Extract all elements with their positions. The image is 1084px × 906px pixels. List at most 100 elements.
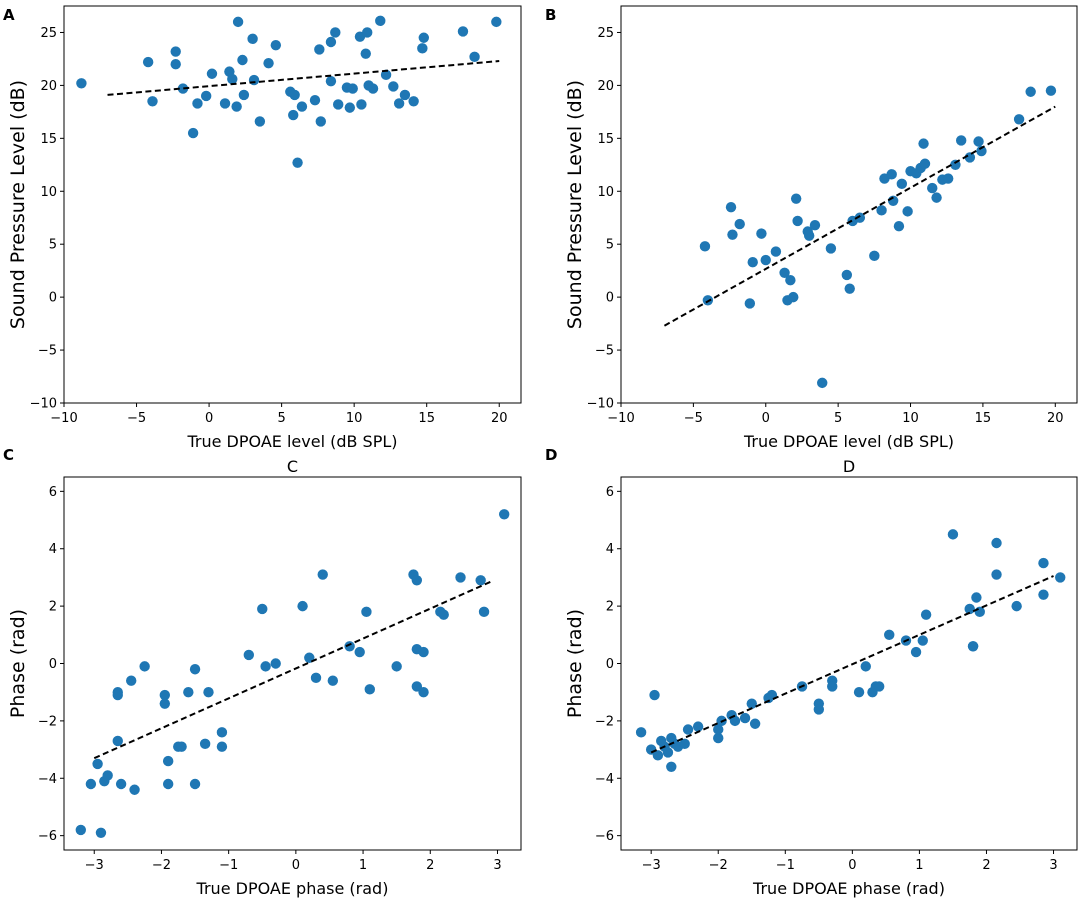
x-tick-label: −10 (50, 411, 77, 426)
data-point (260, 661, 271, 672)
data-point (408, 96, 419, 107)
data-point (399, 89, 411, 101)
data-point (192, 98, 203, 109)
data-point (682, 724, 694, 735)
fit-line (650, 575, 1054, 754)
y-tick-label: 2 (606, 600, 614, 615)
data-point (1011, 600, 1022, 612)
data-point (347, 83, 358, 94)
data-point (200, 90, 212, 102)
x-axis-label: True DPOAE level (dB SPL) (186, 432, 397, 451)
data-point (356, 99, 367, 110)
data-point (679, 738, 690, 750)
x-tick-label: 10 (902, 411, 919, 426)
data-point (142, 56, 154, 68)
x-tick-label: 1 (915, 858, 923, 873)
data-point (827, 681, 838, 692)
data-point (942, 173, 954, 184)
data-point (112, 689, 123, 701)
data-point (232, 16, 244, 28)
x-tick-label: −2 (152, 858, 171, 873)
x-tick-label: −1 (776, 858, 795, 873)
fit-line (107, 60, 500, 96)
y-tick-label: −4 (38, 772, 57, 787)
x-tick-label: 1 (359, 858, 367, 873)
data-point (491, 16, 502, 28)
data-point (809, 219, 821, 231)
y-tick-label: −5 (38, 344, 57, 359)
data-point (296, 101, 308, 112)
data-point (635, 727, 647, 738)
data-point (263, 57, 274, 69)
panel-D: D D −3 −2 −1 0 1 2 3 −6 −4 −2 0 2 4 6 True DPOAE phase (… (545, 446, 1078, 898)
x-tick-label: 0 (205, 411, 213, 426)
data-point (126, 675, 137, 686)
data-point (947, 529, 959, 540)
data-point (976, 145, 987, 157)
data-point (927, 182, 938, 194)
data-point (203, 686, 214, 698)
panel-title: D (843, 457, 855, 476)
data-point (206, 68, 218, 79)
data-point (792, 215, 803, 227)
data-point (159, 698, 171, 709)
data-point (756, 228, 767, 239)
data-point (971, 592, 982, 603)
data-point (713, 724, 724, 735)
panel-A: A −10 −5 0 5 10 15 20 −10 −5 0 5 10 15 20 25 True DPOAE … (3, 5, 522, 451)
data-point (1038, 589, 1049, 600)
data-point (886, 169, 897, 180)
data-point (289, 89, 300, 101)
data-point (803, 230, 815, 241)
data-point (649, 689, 660, 701)
data-point (177, 83, 189, 94)
data-point (380, 69, 392, 81)
y-tick-label: 15 (597, 132, 614, 147)
data-point (666, 761, 677, 772)
data-point (270, 39, 282, 51)
data-point (785, 274, 796, 286)
data-point (95, 827, 107, 838)
data-point (189, 778, 201, 790)
y-tick-label: 20 (40, 79, 57, 94)
data-point (360, 48, 371, 59)
data-point (729, 715, 741, 727)
data-point (391, 661, 402, 672)
data-point (309, 95, 321, 106)
data-point (1055, 572, 1066, 583)
y-tick-label: 0 (49, 291, 57, 306)
data-point (817, 377, 828, 389)
data-point (478, 606, 490, 618)
y-axis-label: Phase (rad) (7, 609, 29, 718)
x-tick-label: 3 (1049, 858, 1057, 873)
x-tick-label: 0 (848, 858, 856, 873)
data-point (183, 686, 194, 698)
x-tick-label: 20 (491, 411, 508, 426)
y-tick-label: 20 (597, 79, 614, 94)
data-point (129, 784, 140, 795)
data-point (869, 250, 880, 262)
data-point (860, 661, 871, 672)
data-point (955, 135, 967, 146)
data-point (327, 675, 339, 686)
y-tick-label: 6 (606, 485, 614, 500)
y-tick-label: 4 (49, 542, 57, 557)
data-point (841, 269, 853, 281)
data-point (699, 241, 711, 252)
data-point (254, 116, 266, 127)
x-tick-label: 0 (762, 411, 770, 426)
data-point (314, 44, 325, 55)
data-point (147, 96, 158, 107)
data-point (248, 74, 260, 86)
data-point (884, 629, 895, 641)
data-point (216, 741, 228, 752)
data-point (739, 712, 751, 724)
y-tick-label: −2 (595, 714, 614, 729)
data-point (973, 136, 984, 147)
data-point (876, 205, 887, 216)
data-point (139, 661, 150, 672)
data-point (770, 246, 782, 257)
y-tick-label: 4 (606, 542, 614, 557)
x-tick-label: −3 (642, 858, 661, 873)
data-point (779, 267, 790, 278)
